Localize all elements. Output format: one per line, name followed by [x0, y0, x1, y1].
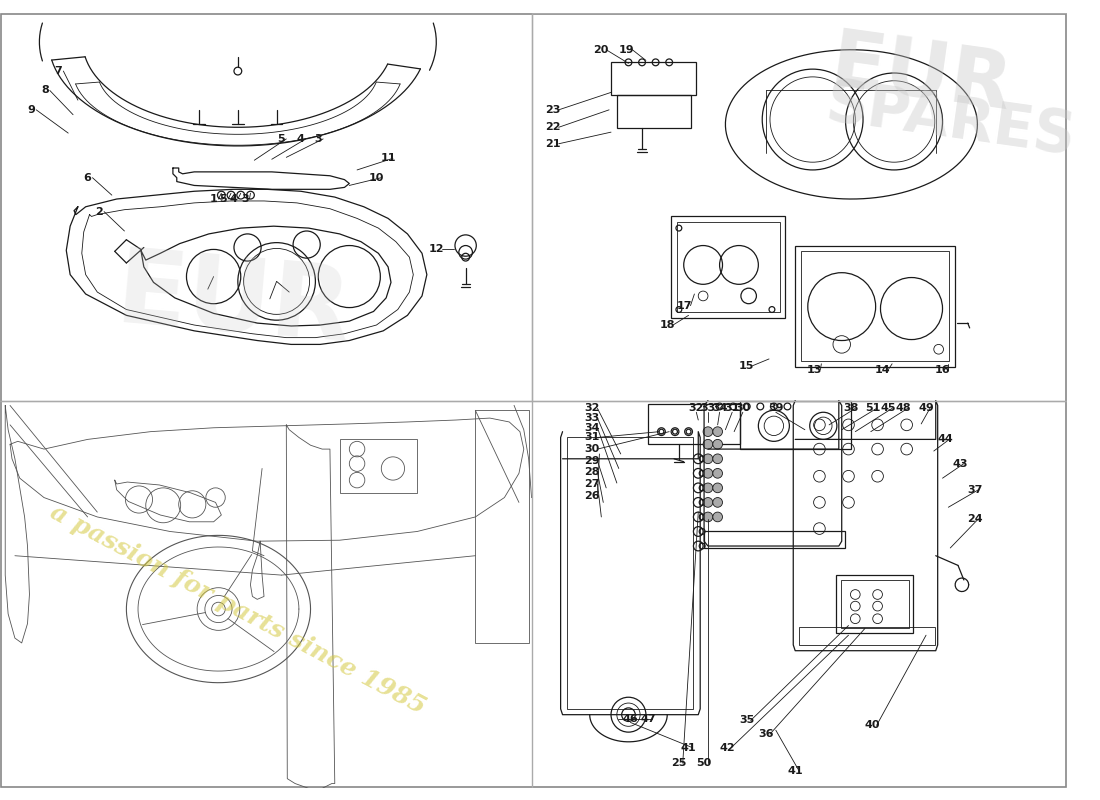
Text: 32: 32	[584, 403, 600, 414]
Text: 47: 47	[640, 714, 656, 723]
Text: 19: 19	[618, 45, 635, 54]
Bar	[340, 439, 417, 493]
Text: 29: 29	[584, 456, 600, 466]
Text: 7: 7	[55, 66, 63, 76]
Text: 48: 48	[895, 403, 912, 414]
Text: 11: 11	[381, 154, 396, 163]
Text: a passion for parts since 1985: a passion for parts since 1985	[46, 499, 430, 718]
Text: 12: 12	[429, 245, 444, 254]
Bar	[475, 410, 529, 643]
Text: 23: 23	[546, 105, 561, 115]
Bar	[704, 530, 845, 548]
Text: 40: 40	[865, 720, 880, 730]
Text: 32: 32	[689, 403, 704, 414]
Bar	[568, 438, 693, 709]
Circle shape	[703, 512, 713, 522]
Text: 22: 22	[546, 122, 561, 132]
Circle shape	[703, 483, 713, 493]
Bar	[795, 246, 955, 366]
Text: 42: 42	[719, 742, 735, 753]
Text: 4: 4	[297, 134, 305, 144]
Text: 18: 18	[660, 320, 675, 330]
Text: 30: 30	[584, 444, 600, 454]
Text: 34: 34	[712, 403, 727, 414]
Circle shape	[703, 498, 713, 507]
Text: 31: 31	[584, 433, 600, 442]
Circle shape	[713, 454, 723, 464]
Text: 10: 10	[368, 173, 384, 182]
Text: 15: 15	[739, 361, 755, 370]
Circle shape	[703, 427, 713, 437]
Text: 9: 9	[28, 105, 35, 115]
Text: 38: 38	[844, 403, 859, 414]
Circle shape	[713, 498, 723, 507]
Text: 27: 27	[584, 479, 600, 489]
Circle shape	[713, 469, 723, 478]
Bar	[840, 580, 909, 629]
Text: 8: 8	[41, 86, 48, 95]
Text: 33: 33	[701, 403, 716, 414]
Text: SPARES: SPARES	[822, 76, 1079, 167]
Text: 33: 33	[584, 413, 600, 423]
Circle shape	[713, 427, 723, 437]
Text: 35: 35	[739, 715, 755, 726]
Text: 26: 26	[584, 490, 600, 501]
Text: 5: 5	[277, 134, 285, 144]
Text: 46: 46	[623, 714, 638, 723]
Text: 17: 17	[676, 301, 692, 310]
Bar	[648, 403, 740, 444]
Text: EUR: EUR	[111, 243, 355, 364]
Text: 21: 21	[546, 138, 561, 149]
Circle shape	[703, 469, 713, 478]
Text: 1: 1	[210, 194, 218, 204]
Text: 41: 41	[788, 766, 803, 776]
Text: 45: 45	[880, 403, 896, 414]
Text: 6: 6	[84, 173, 91, 182]
Text: 36: 36	[758, 729, 774, 739]
Text: 3: 3	[315, 134, 322, 144]
Text: 44: 44	[937, 434, 954, 445]
Text: 14: 14	[874, 365, 890, 374]
Text: 24: 24	[967, 514, 982, 524]
Text: 30: 30	[735, 403, 750, 414]
Bar	[676, 222, 780, 313]
Bar	[617, 95, 691, 128]
Text: 31: 31	[725, 403, 740, 414]
Text: 5: 5	[220, 194, 227, 204]
Circle shape	[713, 512, 723, 522]
Text: 4: 4	[229, 194, 236, 204]
Circle shape	[713, 439, 723, 449]
Text: 20: 20	[593, 45, 608, 54]
Circle shape	[713, 483, 723, 493]
Bar	[610, 62, 696, 95]
Text: 28: 28	[584, 467, 600, 478]
Circle shape	[703, 439, 713, 449]
Text: EUR: EUR	[825, 25, 1016, 127]
Text: 49: 49	[918, 403, 934, 414]
Bar	[671, 217, 785, 318]
Text: 41: 41	[681, 742, 696, 753]
Text: 43: 43	[953, 458, 968, 469]
Circle shape	[703, 454, 713, 464]
Text: 13: 13	[807, 365, 823, 374]
Text: 16: 16	[935, 365, 950, 374]
Bar	[740, 401, 851, 449]
Text: 50: 50	[696, 758, 712, 768]
Text: 39: 39	[768, 403, 783, 414]
Text: 51: 51	[865, 403, 880, 414]
Bar	[836, 575, 913, 634]
Bar	[799, 627, 935, 645]
Text: 25: 25	[671, 758, 686, 768]
Text: 34: 34	[584, 422, 600, 433]
Text: 2: 2	[96, 206, 103, 217]
Text: 37: 37	[967, 485, 982, 495]
Text: 3: 3	[241, 194, 249, 204]
Bar	[801, 251, 949, 361]
